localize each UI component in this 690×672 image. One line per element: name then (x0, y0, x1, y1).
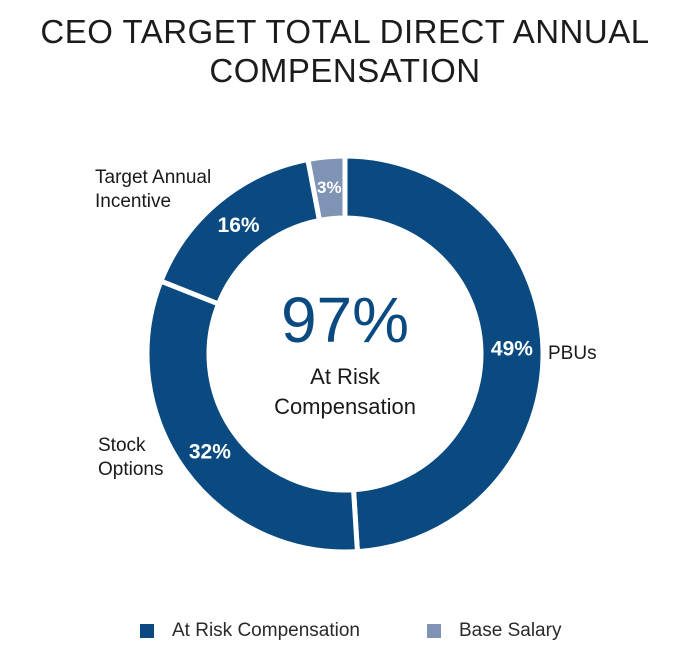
center-label: At Risk Compensation (240, 362, 450, 422)
legend-label-base-salary: Base Salary (459, 620, 562, 641)
data-label-target-annual-incentive: 16% (218, 214, 260, 237)
legend: At Risk Compensation Base Salary (0, 620, 690, 646)
label-target-annual-incentive: Target Annual Incentive (95, 166, 211, 214)
chart-title-line-2: COMPENSATION (209, 52, 481, 89)
chart-title: CEO TARGET TOTAL DIRECT ANNUAL COMPENSAT… (0, 12, 690, 90)
slice-stock-options (144, 277, 361, 555)
data-label-stock-options: 32% (189, 441, 231, 464)
legend-item-base-salary: Base Salary (427, 620, 561, 642)
label-stock-options: Stock Options (98, 434, 163, 482)
legend-swatch-base-salary (427, 624, 441, 638)
label-pbus: PBUs (548, 342, 597, 366)
center-percent: 97% (280, 284, 410, 356)
slice-base-salary (304, 153, 348, 224)
data-label-base-salary: 3% (317, 178, 342, 197)
legend-swatch-at-risk (140, 624, 154, 638)
label-tai-line-1: Target Annual (95, 167, 212, 188)
center-label-line-2: Compensation (274, 394, 416, 419)
legend-item-at-risk: At Risk Compensation (140, 620, 360, 642)
label-pbus-line-1: PBUs (548, 343, 597, 364)
slice-pbus (342, 153, 546, 555)
center-label-line-1: At Risk (310, 364, 380, 389)
label-stock-options-line-1: Stock (98, 435, 146, 456)
chart-title-line-1: CEO TARGET TOTAL DIRECT ANNUAL (40, 13, 650, 50)
label-tai-line-2: Incentive (95, 191, 172, 212)
label-stock-options-line-2: Options (98, 459, 164, 480)
data-label-pbus: 49% (491, 337, 533, 360)
legend-label-at-risk: At Risk Compensation (172, 620, 360, 641)
